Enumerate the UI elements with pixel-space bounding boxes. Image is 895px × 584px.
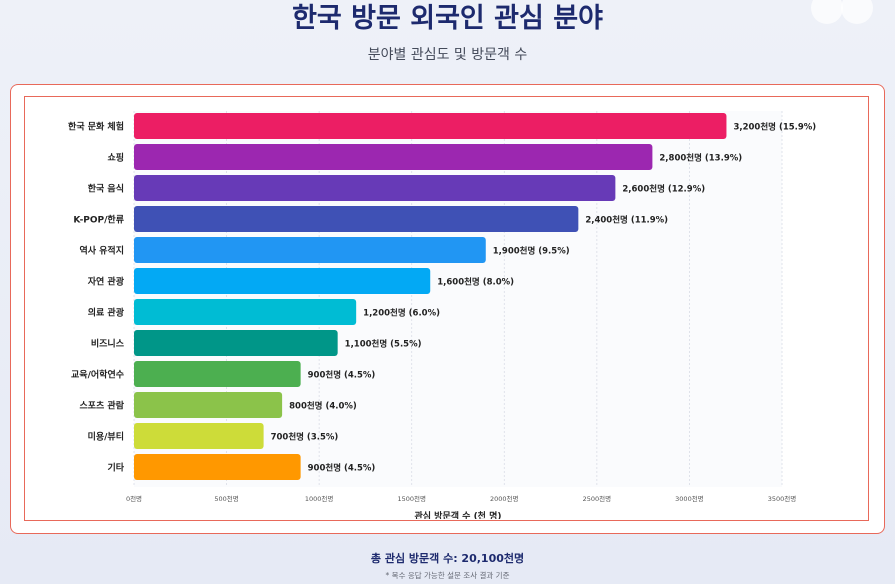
category-label: 미용/뷰티 [88, 431, 124, 443]
x-axis-title: 관심 방문객 수 (천 명) [414, 510, 501, 519]
x-tick-label: 500천명 [214, 494, 238, 503]
bar [134, 237, 486, 263]
x-tick-label: 2500천명 [583, 494, 612, 503]
x-tick-label: 0천명 [126, 494, 142, 503]
category-label: 한국 문화 체험 [68, 121, 124, 133]
category-label: 교육/어학연수 [71, 369, 124, 381]
category-label: 기타 [107, 462, 124, 474]
data-label: 1,100천명 (5.5%) [345, 339, 422, 350]
total-visitors: 총 관심 방문객 수: 20,100천명 [370, 552, 525, 565]
x-tick-label: 3500천명 [768, 494, 797, 503]
data-label: 2,600천명 (12.9%) [622, 184, 705, 195]
bar [134, 361, 301, 387]
decorative-shape [811, 0, 873, 24]
bar [134, 299, 357, 325]
page-subtitle: 분야별 관심도 및 방문객 수 [367, 47, 528, 63]
data-label: 2,400천명 (11.9%) [585, 215, 668, 226]
bar [134, 206, 579, 232]
data-label: 900천명 (4.5%) [308, 463, 376, 474]
data-label: 2,800천명 (13.9%) [659, 153, 742, 164]
category-label: 의료 관광 [88, 307, 125, 319]
category-label: 스포츠 관람 [79, 400, 124, 412]
category-label: 역사 유적지 [79, 245, 124, 257]
bar [134, 392, 283, 418]
x-tick-label: 1000천명 [305, 494, 334, 503]
category-label: 비즈니스 [91, 338, 125, 350]
survey-note: * 복수 응답 가능한 설문 조사 결과 기준 [385, 571, 510, 580]
category-label: 쇼핑 [107, 152, 124, 164]
x-tick-label: 1500천명 [397, 494, 426, 503]
category-label: 자연 관광 [88, 276, 125, 288]
bar [134, 144, 653, 170]
bar [134, 113, 727, 139]
category-label: 한국 음식 [88, 183, 124, 195]
category-label: K-POP/한류 [73, 214, 124, 226]
data-label: 1,200천명 (6.0%) [363, 308, 440, 319]
data-label: 900천명 (4.5%) [308, 370, 376, 381]
data-label: 1,600천명 (8.0%) [437, 277, 514, 288]
bar [134, 268, 431, 294]
data-label: 800천명 (4.0%) [289, 401, 357, 412]
data-label: 3,200천명 (15.9%) [733, 122, 816, 133]
data-label: 700천명 (3.5%) [271, 432, 339, 443]
bar [134, 330, 338, 356]
chart-frame: 0천명 500천명 1000천명 1500천명 2000천명 2500천명 3000천명 35… [24, 96, 869, 521]
data-label: 1,900천명 (9.5%) [493, 246, 570, 257]
bar [134, 175, 616, 201]
bar [134, 423, 264, 449]
x-tick-label: 2000천명 [490, 494, 519, 503]
bar-chart: 0천명 500천명 1000천명 1500천명 2000천명 2500천명 3000천명 35… [68, 111, 816, 519]
x-tick-label: 3000천명 [675, 494, 704, 503]
bar [134, 454, 301, 480]
page-title: 한국 방문 외국인 관심 분야 [292, 3, 603, 34]
